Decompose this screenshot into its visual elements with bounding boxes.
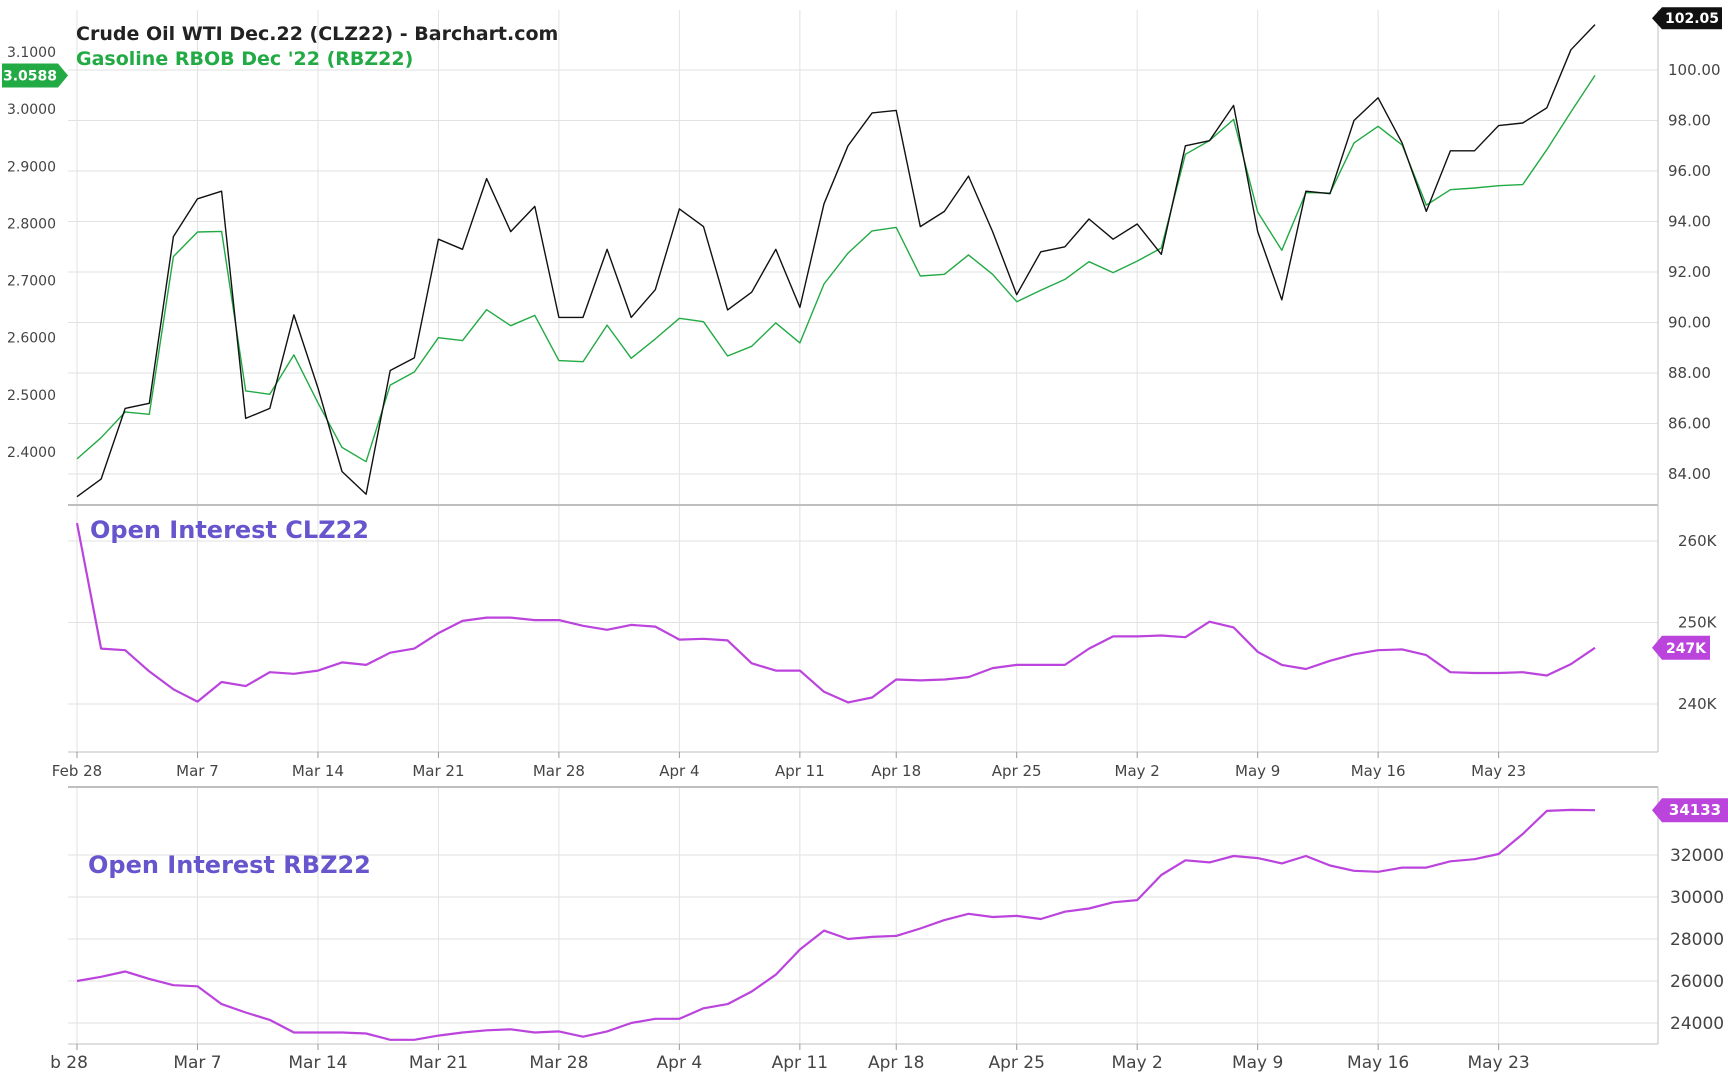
ytick-p2-1: 250K <box>1678 614 1718 632</box>
badge-oi-rbz22: 34133 <box>1652 798 1728 823</box>
ytick-right-p1-8: 100.00 <box>1668 61 1721 79</box>
xlabel-bottom-0: b 28 <box>50 1053 88 1073</box>
badge-rbz22-shape <box>2 63 68 88</box>
ytick-left-p1-7: 3.1000 <box>7 45 56 61</box>
axes <box>68 10 1659 1050</box>
xlabel-top-0: Feb 28 <box>52 762 102 780</box>
ytick-p3-2: 28000 <box>1670 930 1724 950</box>
ytick-p3-0: 24000 <box>1670 1014 1724 1034</box>
ytick-left-p1-0: 2.4000 <box>7 445 56 461</box>
xlabel-top-1: Mar 7 <box>176 762 219 780</box>
badge-oi-rbz22-shape <box>1652 798 1728 823</box>
oi-rbz22-title: Open Interest RBZ22 <box>88 851 371 879</box>
ytick-p2-0: 240K <box>1678 695 1718 713</box>
xlabel-bottom-10: May 9 <box>1232 1053 1283 1073</box>
xlabel-top-5: Apr 4 <box>659 762 699 780</box>
badge-rbz22-text: 3.0588 <box>3 69 57 85</box>
ytick-right-p1-5: 94.00 <box>1668 213 1711 231</box>
ytick-left-p1-4: 2.8000 <box>7 216 56 232</box>
xlabel-bottom-7: Apr 18 <box>868 1053 924 1073</box>
xlabel-top-12: May 23 <box>1471 762 1526 780</box>
ytick-p3-1: 26000 <box>1670 972 1724 992</box>
xlabel-bottom-5: Apr 4 <box>657 1053 703 1073</box>
ytick-left-p1-3: 2.7000 <box>7 274 56 290</box>
badge-rbz22: 3.0588 <box>2 63 68 88</box>
ytick-right-p1-3: 90.00 <box>1668 314 1711 332</box>
xlabel-top-8: Apr 25 <box>992 762 1042 780</box>
badge-clz22-shape <box>1652 7 1722 30</box>
xlabel-bottom-9: May 2 <box>1112 1053 1163 1073</box>
xlabel-top-4: Mar 28 <box>533 762 585 780</box>
ytick-left-p1-1: 2.5000 <box>7 388 56 404</box>
xlabel-bottom-8: Apr 25 <box>988 1053 1044 1073</box>
badge-oi-clz22: 247K <box>1652 635 1710 660</box>
ytick-right-p1-2: 88.00 <box>1668 364 1711 382</box>
ytick-left-p1-2: 2.6000 <box>7 331 56 347</box>
ytick-right-p1-4: 92.00 <box>1668 263 1711 281</box>
badge-clz22: 102.05 <box>1652 7 1722 30</box>
labels-layer: Feb 28 Mar 7 Mar 14 Mar 21 Mar 28 Apr 4 Apr 11… <box>2 7 1728 1073</box>
series-layer <box>75 24 1596 1041</box>
xlabel-top-2: Mar 14 <box>292 762 344 780</box>
series-line-rbz22 <box>76 75 1596 463</box>
ytick-left-p1-5: 2.9000 <box>7 159 56 175</box>
ytick-left-p1-6: 3.0000 <box>7 102 56 118</box>
badge-oi-clz22-shape <box>1652 635 1710 660</box>
ytick-p2-2: 260K <box>1678 532 1718 550</box>
badge-clz22-text: 102.05 <box>1665 11 1719 27</box>
series-line-clz22 <box>76 24 1596 498</box>
ytick-right-p1-7: 98.00 <box>1668 112 1711 130</box>
chart-title-clz22: Crude Oil WTI Dec.22 (CLZ22) - Barchart.… <box>76 23 558 45</box>
xlabel-bottom-6: Apr 11 <box>772 1053 828 1073</box>
oi-clz22-title: Open Interest CLZ22 <box>90 516 369 544</box>
grid <box>68 10 1658 1044</box>
series-line-oi-rbz22 <box>76 808 1596 1041</box>
xlabel-bottom-11: May 16 <box>1347 1053 1409 1073</box>
ytick-p3-4: 32000 <box>1670 846 1724 866</box>
chart-title-rbz22: Gasoline RBOB Dec '22 (RBZ22) <box>76 48 413 70</box>
xlabel-top-10: May 9 <box>1235 762 1280 780</box>
series-line-oi-clz22 <box>75 522 1596 704</box>
xlabel-bottom-3: Mar 21 <box>409 1053 468 1073</box>
xlabel-bottom-4: Mar 28 <box>529 1053 588 1073</box>
ytick-right-p1-6: 96.00 <box>1668 162 1711 180</box>
xlabel-bottom-2: Mar 14 <box>288 1053 347 1073</box>
ytick-right-p1-0: 84.00 <box>1668 465 1711 483</box>
xlabel-top-11: May 16 <box>1351 762 1406 780</box>
ytick-right-p1-1: 86.00 <box>1668 415 1711 433</box>
xlabel-top-7: Apr 18 <box>871 762 921 780</box>
badge-oi-clz22-text: 247K <box>1666 641 1707 657</box>
xlabel-top-9: May 2 <box>1115 762 1160 780</box>
xlabel-bottom-1: Mar 7 <box>173 1053 221 1073</box>
xlabel-top-3: Mar 21 <box>412 762 464 780</box>
ytick-p3-3: 30000 <box>1670 888 1724 908</box>
xlabel-bottom-12: May 23 <box>1468 1053 1530 1073</box>
xlabel-top-6: Apr 11 <box>775 762 825 780</box>
badge-oi-rbz22-text: 34133 <box>1669 801 1721 819</box>
